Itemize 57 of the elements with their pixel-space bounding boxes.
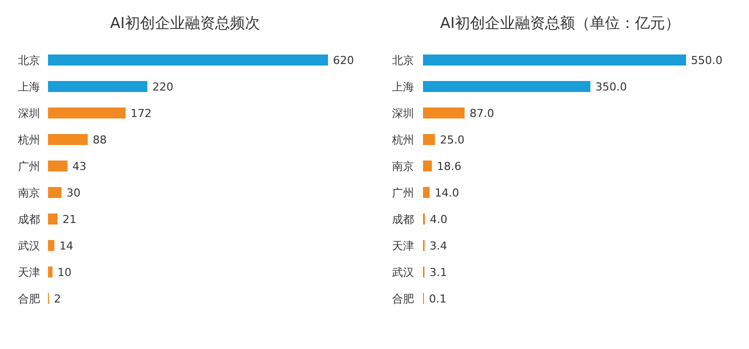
y-tick-label: 南京 xyxy=(18,186,40,200)
data-label: 30 xyxy=(66,186,81,200)
data-label: 88 xyxy=(92,134,107,146)
data-label: 220 xyxy=(152,80,174,94)
bar xyxy=(48,214,58,224)
y-tick-label: 南京 xyxy=(392,160,414,173)
data-label: 87.0 xyxy=(470,107,494,120)
y-tick-label: 合肥 xyxy=(18,292,40,306)
y-tick-label: 武汉 xyxy=(18,240,40,252)
bar xyxy=(48,240,54,251)
y-tick-label: 深圳 xyxy=(18,107,40,120)
data-label: 2 xyxy=(54,292,61,306)
y-tick-label: 上海 xyxy=(18,80,40,94)
data-label: 3.1 xyxy=(429,266,447,279)
data-label: 14 xyxy=(59,240,74,252)
y-tick-label: 杭州 xyxy=(17,134,40,146)
chart-title: AI初创企业融资总频次 xyxy=(110,14,260,32)
data-label: 25.0 xyxy=(440,134,464,146)
data-label: 14.0 xyxy=(434,186,460,200)
data-label: 43 xyxy=(72,160,86,173)
data-label: 4.0 xyxy=(430,213,448,226)
y-tick-label: 深圳 xyxy=(392,107,414,120)
data-label: 550.0 xyxy=(691,54,722,67)
bar xyxy=(48,187,62,198)
bar xyxy=(48,160,68,172)
bar xyxy=(423,81,590,92)
y-tick-label: 杭州 xyxy=(391,134,414,146)
y-tick-label: 广州 xyxy=(18,160,40,173)
bar xyxy=(48,81,148,92)
chart-title: AI初创企业融资总额（单位：亿元） xyxy=(440,14,680,32)
y-tick-label: 北京 xyxy=(18,54,40,67)
bar xyxy=(48,54,328,66)
y-tick-label: 广州 xyxy=(392,186,414,200)
bar xyxy=(423,187,430,198)
data-label: 620 xyxy=(333,54,354,67)
bar xyxy=(48,266,53,278)
y-tick-label: 成都 xyxy=(18,213,40,226)
bar xyxy=(423,134,435,145)
y-tick-label: 天津 xyxy=(392,240,414,252)
data-label: 172 xyxy=(130,107,152,120)
bar xyxy=(48,134,88,145)
y-tick-label: 成都 xyxy=(392,213,414,226)
bar xyxy=(423,54,686,66)
data-label: 350.0 xyxy=(595,80,627,94)
data-label: 18.6 xyxy=(436,160,462,173)
y-tick-label: 武汉 xyxy=(392,266,414,279)
data-label: 10 xyxy=(58,266,72,279)
bar xyxy=(423,160,432,172)
bar xyxy=(423,108,465,118)
bar xyxy=(48,108,126,118)
data-label: 0.1 xyxy=(429,292,446,306)
y-tick-label: 天津 xyxy=(18,266,40,279)
y-tick-label: 北京 xyxy=(392,54,414,67)
y-tick-label: 合肥 xyxy=(392,292,414,306)
data-label: 21 xyxy=(62,213,76,226)
data-label: 3.4 xyxy=(430,240,448,252)
y-tick-label: 上海 xyxy=(392,80,414,94)
